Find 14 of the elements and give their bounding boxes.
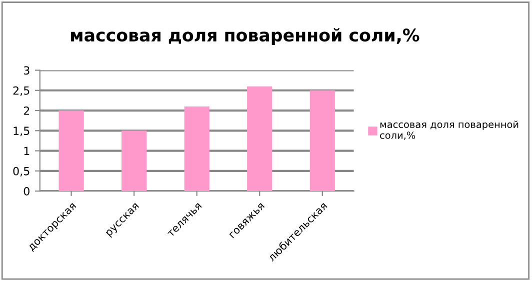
bar <box>58 110 84 192</box>
chart-title: массовая доля поваренной соли,% <box>71 28 420 45</box>
y-tick-label: 0,5 <box>13 166 30 176</box>
bar <box>247 86 272 192</box>
y-tick-label: 2,5 <box>13 86 30 96</box>
bar <box>122 130 147 192</box>
y-tick-label: 1,5 <box>14 126 30 136</box>
legend-label: массовая доля поваренной соли,% <box>380 120 518 140</box>
y-tick-label: 0 <box>24 187 30 196</box>
bar <box>184 106 210 192</box>
y-tick-label: 3 <box>24 66 30 75</box>
y-tick-label: 1 <box>24 146 30 156</box>
y-tick-label: 2 <box>24 106 30 115</box>
bar <box>310 90 335 192</box>
